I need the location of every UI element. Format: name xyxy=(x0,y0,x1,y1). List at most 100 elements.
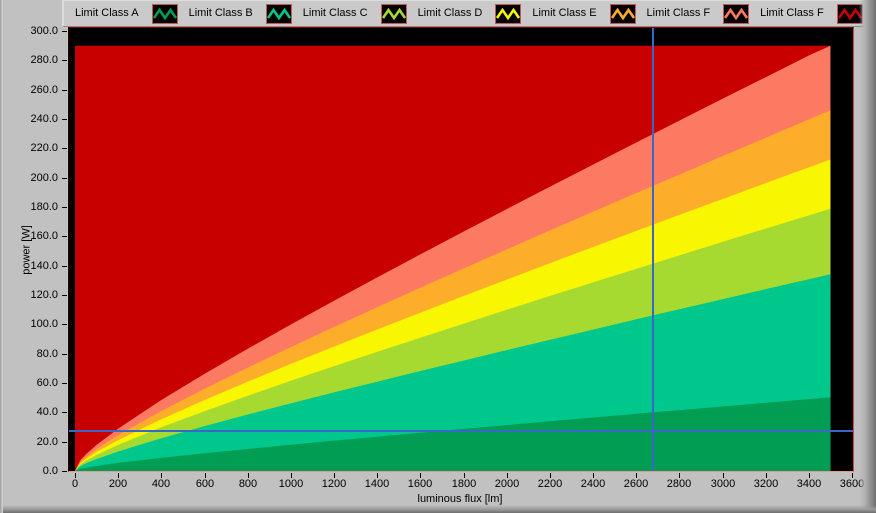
plot-legend: Limit Class A Limit Class B Limit Class C L… xyxy=(62,0,876,27)
y-tick xyxy=(62,90,67,91)
y-tick xyxy=(62,207,67,208)
x-tick-label: 1400 xyxy=(364,478,390,490)
x-tick xyxy=(205,473,206,478)
x-tick-label: 3000 xyxy=(710,478,736,490)
y-tick-label: 180.0 xyxy=(30,201,58,213)
x-tick xyxy=(291,473,292,478)
y-tick-label: 240.0 xyxy=(30,113,58,125)
y-tick xyxy=(62,119,67,120)
legend-item-label: Limit Class A xyxy=(75,7,139,19)
x-tick-label: 1600 xyxy=(407,478,433,490)
y-axis-title: power [W] xyxy=(20,225,33,275)
legend-item-label: Limit Class D xyxy=(417,7,483,19)
x-tick xyxy=(766,473,767,478)
x-tick-label: 3200 xyxy=(753,478,779,490)
x-tick-label: 1800 xyxy=(451,478,477,490)
x-tick-label: 2000 xyxy=(494,478,520,490)
y-tick xyxy=(62,148,67,149)
legend-item-label: Limit Class B xyxy=(188,7,253,19)
y-tick xyxy=(62,60,67,61)
x-tick-label: 2200 xyxy=(537,478,563,490)
y-tick-label: 120.0 xyxy=(30,289,58,301)
x-tick xyxy=(464,473,465,478)
legend-item-label: Limit Class C xyxy=(302,7,368,19)
x-tick xyxy=(550,473,551,478)
x-tick xyxy=(679,473,680,478)
x-tick-label: 3400 xyxy=(796,478,822,490)
x-tick xyxy=(507,473,508,478)
x-tick-label: 0 xyxy=(71,478,79,490)
panel-edge-right xyxy=(859,0,876,513)
y-tick-label: 140.0 xyxy=(30,260,58,272)
y-tick xyxy=(62,236,67,237)
y-tick xyxy=(62,31,67,32)
series-area-7 xyxy=(75,397,831,471)
legend-item-label: Limit Class F xyxy=(760,7,824,19)
y-tick-label: 20.0 xyxy=(36,436,58,448)
legend-item-2[interactable]: Limit Class B xyxy=(188,3,292,24)
legend-item-7[interactable]: Limit Class F xyxy=(760,3,863,24)
plot-area[interactable] xyxy=(68,27,854,472)
x-tick xyxy=(420,473,421,478)
y-tick-label: 60.0 xyxy=(36,377,58,389)
plot-sample-icon[interactable] xyxy=(495,3,522,24)
y-tick-label: 160.0 xyxy=(30,230,58,242)
x-tick xyxy=(248,473,249,478)
x-tick xyxy=(636,473,637,478)
y-tick xyxy=(62,383,67,384)
x-tick xyxy=(852,473,853,478)
legend-item-5[interactable]: Limit Class E xyxy=(532,3,636,24)
y-tick xyxy=(62,471,67,472)
x-tick xyxy=(723,473,724,478)
x-tick-label: 200 xyxy=(108,478,128,490)
y-tick xyxy=(62,266,67,267)
plot-sample-icon[interactable] xyxy=(723,3,750,24)
x-tick-label: 800 xyxy=(238,478,258,490)
y-tick-label: 280.0 xyxy=(30,54,58,66)
plot-sample-icon[interactable] xyxy=(265,3,292,24)
plot-sample-icon[interactable] xyxy=(609,3,636,24)
panel-edge-bottom xyxy=(0,505,876,513)
y-tick xyxy=(62,178,67,179)
x-tick-label: 2600 xyxy=(623,478,649,490)
x-tick xyxy=(809,473,810,478)
x-tick xyxy=(334,473,335,478)
x-tick xyxy=(377,473,378,478)
x-tick-label: 600 xyxy=(195,478,215,490)
y-tick-label: 40.0 xyxy=(36,406,58,418)
y-tick xyxy=(62,354,67,355)
legend-item-3[interactable]: Limit Class C xyxy=(302,3,407,24)
y-tick xyxy=(62,412,67,413)
y-tick-label: 260.0 xyxy=(30,84,58,96)
y-tick-label: 80.0 xyxy=(36,348,58,360)
plot-sample-icon[interactable] xyxy=(380,3,407,24)
y-tick-label: 0.0 xyxy=(42,465,58,477)
y-tick-label: 200.0 xyxy=(30,172,58,184)
panel-edge-left xyxy=(0,0,3,513)
x-tick-label: 2800 xyxy=(666,478,692,490)
y-tick-label: 220.0 xyxy=(30,142,58,154)
y-tick xyxy=(62,295,67,296)
x-tick xyxy=(161,473,162,478)
chart-canvas xyxy=(69,28,853,471)
plot-sample-icon[interactable] xyxy=(151,3,178,24)
y-tick-label: 300.0 xyxy=(30,25,58,37)
legend-item-label: Limit Class E xyxy=(532,7,597,19)
legend-item-label: Limit Class F xyxy=(646,7,711,19)
x-tick-label: 1200 xyxy=(321,478,347,490)
x-tick-label: 2400 xyxy=(580,478,606,490)
x-tick-label: 400 xyxy=(151,478,171,490)
x-tick-label: 1000 xyxy=(278,478,304,490)
x-axis-title: luminous flux [lm] xyxy=(417,493,503,505)
legend-item-1[interactable]: Limit Class A xyxy=(75,3,178,24)
y-tick-label: 100.0 xyxy=(30,318,58,330)
x-tick xyxy=(118,473,119,478)
x-tick xyxy=(75,473,76,478)
legend-item-6[interactable]: Limit Class F xyxy=(646,3,750,24)
y-tick xyxy=(62,442,67,443)
legend-item-4[interactable]: Limit Class D xyxy=(417,3,522,24)
x-tick xyxy=(593,473,594,478)
x-tick-label: 3600 xyxy=(839,478,865,490)
y-tick xyxy=(62,324,67,325)
